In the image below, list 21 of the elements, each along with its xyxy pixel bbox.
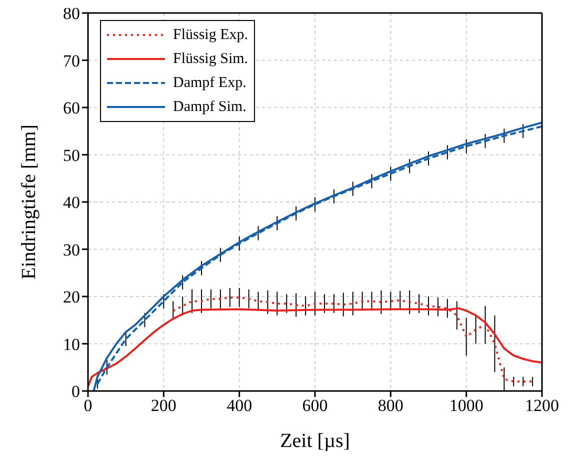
y-tick-label: 70 <box>63 51 80 70</box>
x-tick-label: 0 <box>84 396 92 416</box>
x-tick-label: 1000 <box>449 396 484 416</box>
x-tick-label: 800 <box>378 396 404 416</box>
y-tick-label: 40 <box>63 193 80 212</box>
y-tick-label: 20 <box>63 288 80 307</box>
legend-label: Dampf Sim. <box>173 98 246 114</box>
y-tick-label: 30 <box>63 240 80 260</box>
y-tick-label: 60 <box>63 98 80 118</box>
x-tick-label: 1200 <box>525 396 559 416</box>
legend-label: Dampf Exp. <box>173 74 246 90</box>
x-tick-label: 400 <box>226 396 252 416</box>
y-axis-title: Eindringtiefe [mm] <box>18 124 40 280</box>
y-tick-label: 10 <box>63 334 80 354</box>
x-tick-label: 600 <box>302 396 328 416</box>
x-tick-label: 200 <box>150 396 176 416</box>
y-tick-label: 80 <box>63 4 80 24</box>
legend-label: Flüssig Exp. <box>173 26 248 42</box>
y-tick-label: 50 <box>63 146 80 165</box>
legend-label: Flüssig Sim. <box>173 50 248 66</box>
y-tick-label: 0 <box>72 382 80 402</box>
